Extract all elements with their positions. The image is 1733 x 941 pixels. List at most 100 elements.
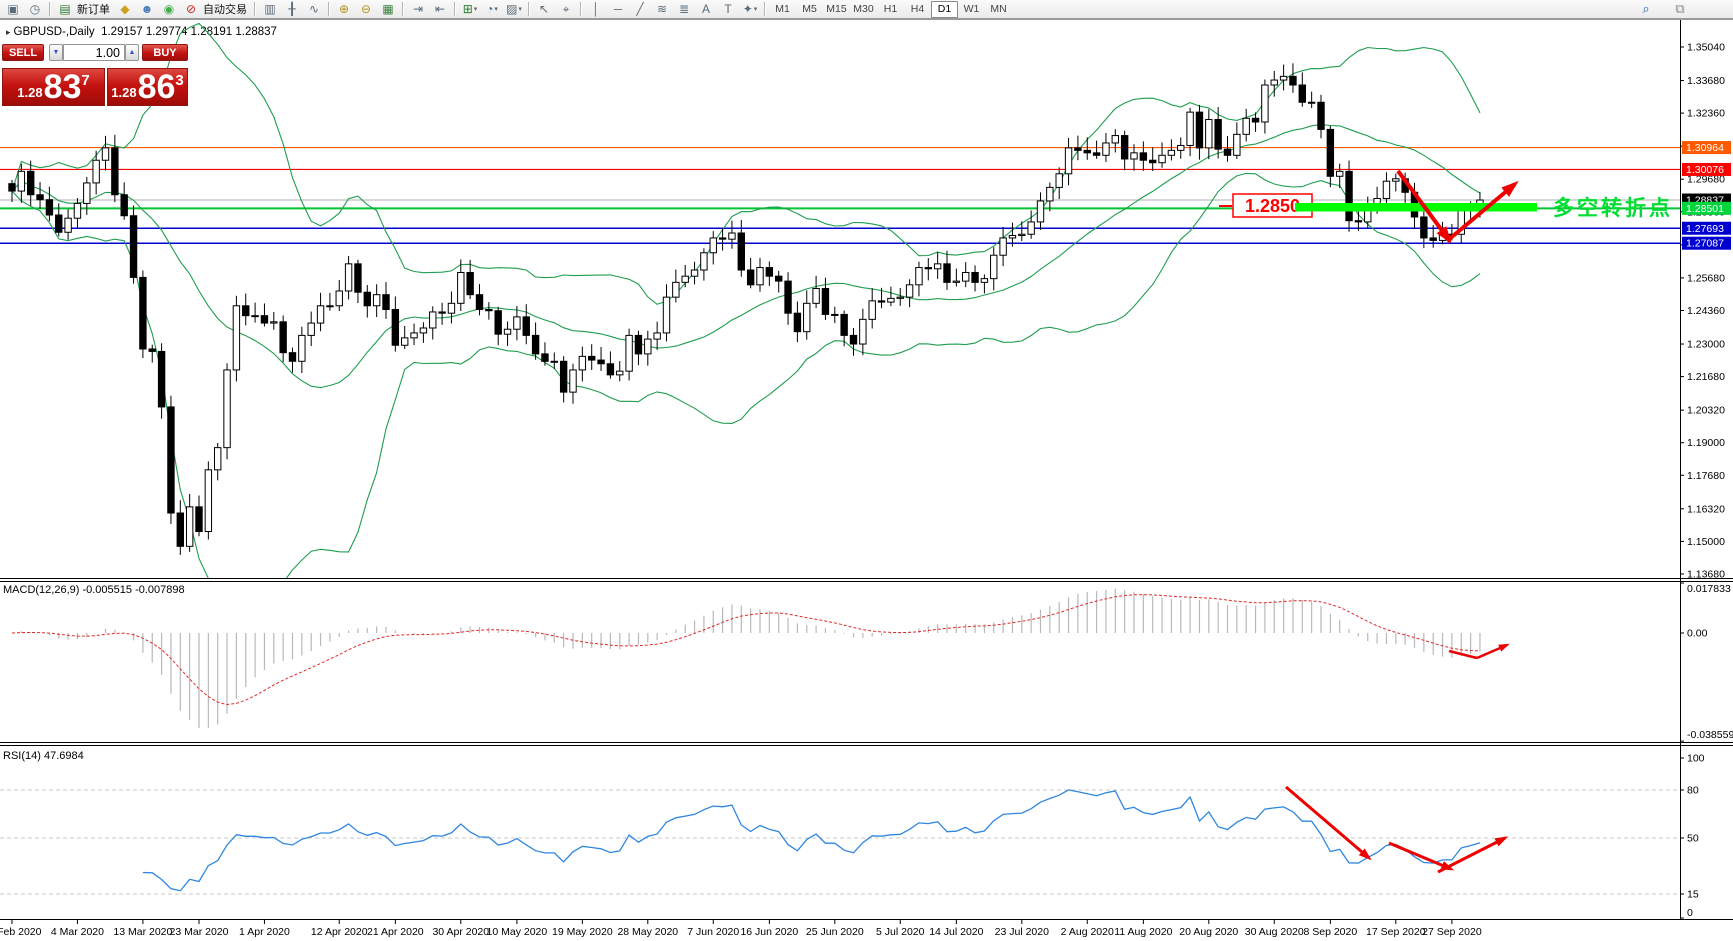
candle-body [1074,147,1082,151]
candle-body [1382,180,1391,199]
volume-input[interactable] [63,44,125,61]
bar-chart-icon[interactable]: ▥ [264,2,276,16]
new-order-button-label[interactable]: 新订单 [77,4,110,16]
candle-body [746,269,755,286]
chart-window-icon[interactable]: ▣ [7,2,19,16]
timeframe-w1-button[interactable]: W1 [963,3,980,15]
date-tick-label: 20 Aug 2020 [1179,926,1238,938]
candle-body [485,308,493,312]
chat-icon[interactable]: ⧉ [1675,1,1685,16]
sell-button[interactable]: SELL [2,44,44,61]
zoom-in-icon[interactable]: ⊕ [338,2,350,16]
red-arrow-annotation[interactable] [1437,836,1509,874]
candle-body [812,288,820,304]
search-icon[interactable]: ⌕ [1642,1,1650,16]
timeframe-m1-button[interactable]: M1 [775,3,790,15]
price-tick-label: 1.24360 [1687,305,1725,317]
volume-increase-button[interactable]: ▲ [125,44,139,61]
signals-icon[interactable]: ◉ [163,2,175,16]
support-bar-annotation[interactable] [1295,203,1537,212]
red-arrow-annotation[interactable] [1445,180,1519,243]
red-arrow-annotation[interactable] [1285,785,1372,861]
crosshair-icon[interactable]: ⌖ [562,1,570,16]
timeframe-d1-button[interactable]: D1 [931,0,958,18]
red-arrow-annotation[interactable] [1448,649,1478,660]
cursor-icon[interactable]: ↖ [538,2,550,16]
candle-body [980,278,989,283]
line-chart-icon[interactable]: ∿ [308,2,320,16]
auto-scroll-icon[interactable]: ⇥ [412,2,424,16]
price-tick-label: 1.20320 [1687,405,1725,417]
red-arrow-annotation[interactable] [1476,643,1510,660]
candle-body [522,316,530,336]
label-icon[interactable]: T [724,2,732,16]
candle-body [475,294,484,310]
cn-annotation-text[interactable]: 多空转折点 [1553,196,1673,220]
date-tick-label: 28 May 2020 [617,926,678,938]
trendline-icon[interactable]: ╱ [636,2,644,16]
chart-frame [0,19,1733,920]
date-tick-label: 21 Apr 2020 [367,926,424,938]
candle-body [1251,117,1260,123]
price-badge [1682,221,1731,235]
candle-body [354,263,362,293]
buy-button[interactable]: BUY [142,44,188,61]
timeframe-h1-button[interactable]: H1 [883,3,898,15]
arrows-icon[interactable]: ✦ ▾ [742,2,758,16]
bollinger-upper-band [11,22,1481,305]
candle-body [55,214,63,233]
candle-body [887,297,895,303]
volume-decrease-button[interactable]: ▼ [49,44,63,61]
toolbar: ▣ ◷ ▤ 新订单 ◆ ☻ ◉ ⊘ 自动交易 ▥ ╂ ∿ ⊕ ⊖ ▦ ⇥ ⇤ ⊞ ▾ ◔ ▾ ▨ ▾ ↖ ⌖ │ ─ ╱ ≋ ≣ A T ✦ ▾ M… [0,0,1733,19]
zoom-out-icon[interactable]: ⊖ [360,2,372,16]
community-icon[interactable]: ☻ [140,2,154,16]
chart-shift-icon[interactable]: ⇤ [434,2,446,16]
profiles-icon[interactable]: ◷ [29,2,41,16]
buy-price-display[interactable]: 1.28 86 3 [107,68,188,106]
candle-body [27,170,35,196]
red-arrow-annotation[interactable] [1388,841,1455,871]
price-tick-label: 1.35040 [1687,42,1725,54]
date-tick-label: 17 Sep 2020 [1366,926,1426,938]
text-icon[interactable]: A [701,2,710,16]
sell-price-display[interactable]: 1.28 83 7 [2,68,105,106]
fibo-expansion-icon[interactable]: ≣ [678,2,690,16]
new-order-button[interactable]: ▤ [59,2,71,16]
candle-body [690,269,699,277]
candle-body [167,406,175,514]
candle-body [176,512,185,547]
tile-windows-icon[interactable]: ▦ [382,2,394,16]
date-tick-label: 10 May 2020 [487,926,548,938]
autotrade-button[interactable]: ⊘ [185,2,197,16]
timeframe-m30-button[interactable]: M30 [853,3,874,15]
bollinger-middle-band [11,124,1481,389]
candle-body [157,350,166,408]
timeframe-mn-button[interactable]: MN [990,3,1007,15]
price-tick-label: 1.21680 [1687,371,1725,383]
autotrade-button-label[interactable]: 自动交易 [203,4,247,16]
vertical-line-icon[interactable]: │ [592,2,600,16]
indicators-add-icon[interactable]: ⊞ ▾ [462,2,478,16]
red-arrow-annotation[interactable] [1396,169,1452,244]
timeframe-h4-button[interactable]: H4 [910,3,925,15]
gold-icon[interactable]: ◆ [120,2,130,16]
rsi-label: RSI(14) 47.6984 [3,750,84,762]
timeframe-m15-button[interactable]: M15 [826,3,847,15]
price-tick-label: 1.29680 [1687,174,1725,186]
templates-icon[interactable]: ▨ ▾ [506,2,522,16]
horizontal-line-icon[interactable]: ─ [613,2,623,16]
price-badge [1682,201,1731,215]
candle-body [1242,117,1250,135]
period-icon[interactable]: ◔ ▾ [486,2,498,16]
candlestick-chart-icon[interactable]: ╂ [288,2,296,16]
price-pane: 1.2850 多空转折点 [0,22,1680,578]
chevron-down-icon: ▾ [494,6,498,13]
candle-body [148,348,156,352]
timeframe-m5-button[interactable]: M5 [802,3,817,15]
buy-price-sup: 3 [175,72,184,89]
candle-body [1420,216,1428,239]
candle-body [1177,144,1185,151]
fibo-icon[interactable]: ≋ [656,2,668,16]
